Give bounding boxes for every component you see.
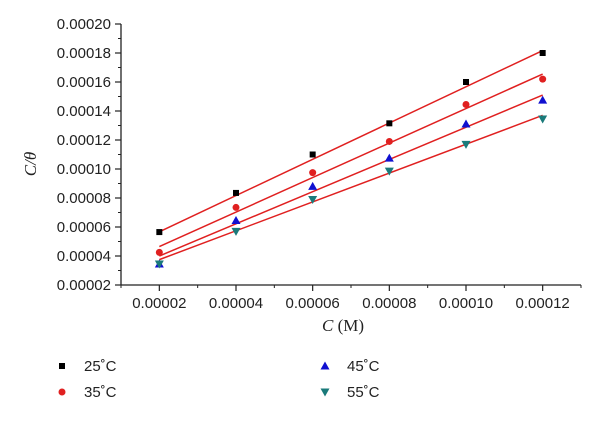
data-point [155, 248, 163, 256]
fit-line [159, 49, 543, 233]
y-tick-label: 0.00014 [57, 103, 111, 120]
x-tick-label: 0.00004 [209, 295, 263, 312]
data-point [233, 189, 239, 196]
tick-labels: 0.00002 0.00004 0.00006 0.00008 0.00010 0.000… [57, 16, 570, 312]
fit-lines [159, 49, 543, 261]
data-point [309, 151, 316, 158]
y-tick-label: 0.00020 [57, 16, 111, 33]
x-axis-title: C (M) [322, 316, 364, 335]
data-point [539, 50, 546, 56]
data-point [461, 140, 471, 149]
x-tick-label: 0.00008 [362, 295, 416, 312]
data-point [386, 120, 393, 127]
y-tick-label: 0.00018 [57, 45, 111, 62]
legend-marker [320, 388, 330, 397]
x-tick-label: 0.00012 [516, 295, 570, 312]
legend-label: 45˚C [347, 358, 380, 375]
legend-label: 55˚C [347, 384, 380, 401]
data-point [461, 119, 471, 128]
y-tick-label: 0.00016 [57, 74, 111, 91]
legend-marker [320, 361, 330, 370]
fit-line [159, 94, 543, 257]
x-tick-label: 0.00010 [439, 295, 493, 312]
fit-line [159, 73, 543, 248]
y-tick-label: 0.00006 [57, 219, 111, 236]
y-tick-label: 0.00002 [57, 277, 111, 294]
fit-line [159, 114, 543, 261]
data-point [309, 169, 317, 177]
x-axis-title-unit: (M) [333, 316, 364, 335]
x-axis-title-var: C [322, 316, 334, 335]
legend-label: 35˚C [84, 384, 117, 401]
data-point [154, 260, 164, 269]
data-point [462, 100, 470, 108]
y-tick-label: 0.00012 [57, 132, 111, 149]
x-tick-label: 0.00006 [286, 295, 340, 312]
data-point [385, 137, 393, 145]
data-point [538, 95, 548, 104]
y-axis-title: C/θ [21, 152, 40, 176]
legend-marker [58, 388, 66, 396]
data-point [539, 75, 547, 83]
data-point [384, 153, 394, 162]
x-tick-label: 0.00002 [132, 295, 186, 312]
data-point [231, 215, 241, 224]
data-point [384, 167, 394, 176]
y-tick-label: 0.00004 [57, 248, 111, 265]
data-point [538, 115, 548, 124]
data-point [156, 229, 163, 236]
legend: 25˚C 35˚C 45˚C 55˚C [58, 358, 380, 401]
y-tick-label: 0.00008 [57, 190, 111, 207]
data-points [154, 50, 548, 269]
data-point [308, 181, 318, 190]
axes [115, 23, 582, 291]
data-point [232, 203, 240, 211]
data-point [231, 227, 241, 236]
legend-label: 25˚C [84, 358, 117, 375]
legend-marker [59, 363, 65, 369]
data-point [308, 195, 318, 204]
y-tick-label: 0.00010 [57, 161, 111, 178]
data-point [463, 79, 469, 85]
